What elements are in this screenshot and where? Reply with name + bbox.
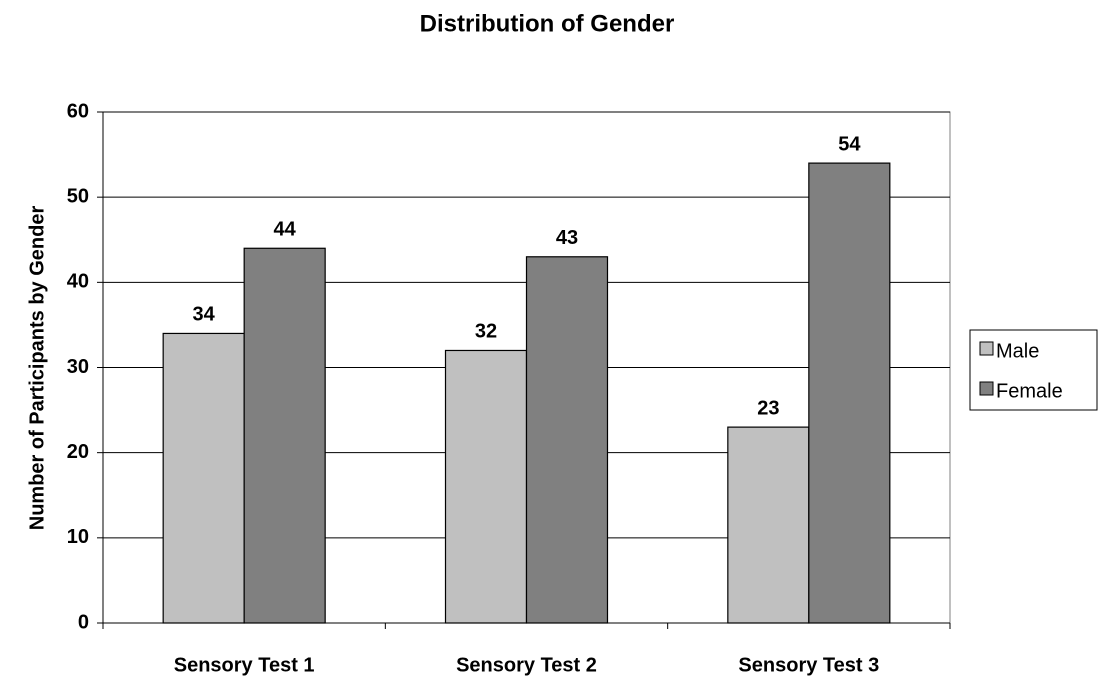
data-label: 44 <box>274 219 297 241</box>
y-axis-label: Number of Participants by Gender <box>26 206 48 531</box>
data-label: 54 <box>838 133 861 155</box>
x-tick-label: Sensory Test 1 <box>174 654 315 676</box>
legend-label: Female <box>996 380 1063 402</box>
bar <box>243 247 326 624</box>
x-tick-label: Sensory Test 3 <box>738 654 879 676</box>
x-tick-label: Sensory Test 2 <box>456 654 597 676</box>
y-tick-label: 20 <box>67 441 89 463</box>
bar <box>727 426 810 624</box>
y-tick-label: 10 <box>67 526 89 548</box>
bar <box>525 256 609 624</box>
y-tick-label: 40 <box>67 271 89 293</box>
bar <box>162 332 245 624</box>
data-label: 23 <box>757 397 779 419</box>
y-tick-label: 50 <box>67 185 89 207</box>
legend-swatch <box>979 381 994 396</box>
chart-title: Distribution of Gender <box>420 10 675 37</box>
data-label: 34 <box>193 304 216 326</box>
y-tick-label: 30 <box>67 356 89 378</box>
legend-swatch <box>979 341 994 356</box>
data-label: 43 <box>556 227 578 249</box>
bar <box>444 349 528 624</box>
legend-label: Male <box>996 340 1039 362</box>
bar <box>808 162 891 624</box>
data-label: 32 <box>475 321 497 343</box>
y-tick-label: 0 <box>78 611 89 633</box>
y-tick-label: 60 <box>67 100 89 122</box>
